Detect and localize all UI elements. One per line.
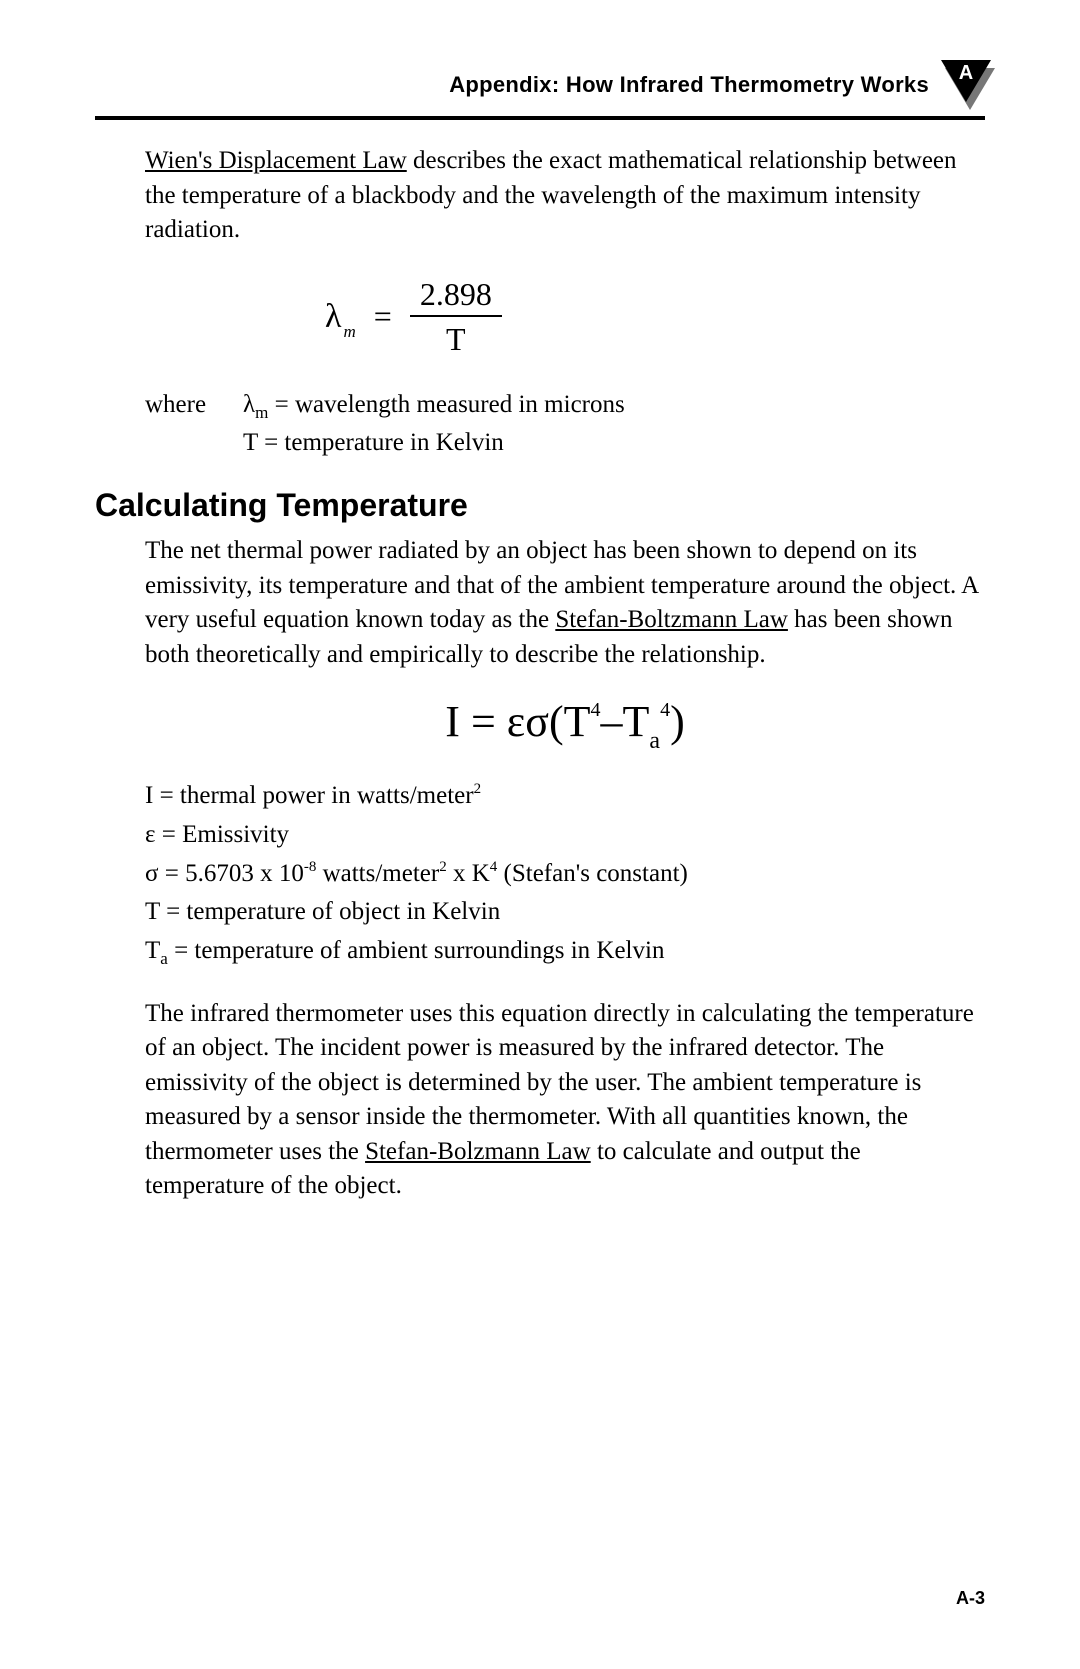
- where-label: where: [145, 386, 243, 425]
- eq2-rpar: ): [670, 697, 685, 746]
- def-sigma-sup1: -8: [304, 859, 317, 875]
- body-column: Wien's Displacement Law describes the ex…: [145, 144, 985, 1204]
- eq2-I: I: [445, 697, 460, 746]
- eq2-eq: =: [460, 697, 507, 746]
- header-title: Appendix: How Infrared Thermometry Works: [449, 72, 929, 98]
- lambda-symbol: λ: [325, 298, 342, 335]
- def-sigma-b: watts/meter: [316, 860, 439, 887]
- page-header: Appendix: How Infrared Thermometry Works…: [95, 60, 985, 116]
- eq2-sup-b: 4: [660, 699, 670, 721]
- wien-law-link: Wien's Displacement Law: [145, 147, 407, 174]
- def-Ta-sub: a: [160, 949, 168, 968]
- appendix-badge: A: [941, 60, 991, 110]
- section-heading: Calculating Temperature: [95, 487, 985, 524]
- eq2-sigma: σ: [525, 697, 549, 746]
- where-lambda: λ: [243, 391, 255, 418]
- calc-paragraph: The net thermal power radiated by an obj…: [145, 534, 985, 672]
- def-sigma-a: σ = 5.6703 x 10: [145, 860, 304, 887]
- def-T: T = temperature of object in Kelvin: [145, 893, 985, 932]
- where-definitions: where λm = wavelength measured in micron…: [145, 386, 985, 464]
- page: Appendix: How Infrared Thermometry Works…: [95, 60, 985, 1216]
- where-spacer: [145, 424, 243, 463]
- where-line2: T = temperature in Kelvin: [243, 424, 504, 463]
- stefan-law-link-2: Stefan-Bolzmann Law: [365, 1138, 591, 1165]
- def-sigma: σ = 5.6703 x 10-8 watts/meter2 x K4 (Ste…: [145, 855, 985, 894]
- def-Ta-rest: = temperature of ambient surroundings in…: [168, 937, 665, 964]
- eq2-eps: ε: [507, 697, 525, 746]
- page-number: A-3: [956, 1588, 985, 1609]
- eq2-lpar: (: [549, 697, 564, 746]
- def-Ta: Ta = temperature of ambient surroundings…: [145, 932, 985, 971]
- variable-definitions: I = thermal power in watts/meter2 ε = Em…: [145, 777, 985, 971]
- lambda-subscript: m: [344, 322, 356, 341]
- def-sigma-d: (Stefan's constant): [497, 860, 688, 887]
- eq1-denominator: T: [446, 317, 466, 358]
- eq2-sup-a: 4: [591, 699, 601, 721]
- def-I: I = thermal power in watts/meter2: [145, 777, 985, 816]
- stefan-boltzmann-equation: I = εσ(T4–Ta4): [145, 696, 985, 747]
- where-lambda-sub: m: [255, 403, 268, 422]
- badge-letter: A: [941, 62, 991, 85]
- header-rule: [95, 116, 985, 120]
- def-sigma-c: x K: [447, 860, 490, 887]
- def-I-sup: 2: [474, 781, 482, 797]
- eq2-Ta-sub: a: [649, 728, 660, 754]
- wien-equation: λm = 2.898 T: [325, 276, 985, 358]
- def-sigma-sup3: 4: [490, 859, 498, 875]
- eq2-T: T: [564, 697, 591, 746]
- def-sigma-sup2: 2: [439, 859, 447, 875]
- eq1-equals: =: [374, 298, 392, 335]
- eq1-numerator: 2.898: [410, 276, 502, 317]
- eq1-lhs: λm: [325, 298, 356, 336]
- def-eps: ε = Emissivity: [145, 816, 985, 855]
- where-line1-rest: = wavelength measured in microns: [268, 391, 624, 418]
- intro-paragraph: Wien's Displacement Law describes the ex…: [145, 144, 985, 248]
- eq1-fraction: 2.898 T: [410, 276, 502, 358]
- final-paragraph: The infrared thermometer uses this equat…: [145, 997, 985, 1204]
- eq2-minus: –: [601, 697, 623, 746]
- def-I-text: I = thermal power in watts/meter: [145, 782, 474, 809]
- def-Ta-T: T: [145, 937, 160, 964]
- where-line1: λm = wavelength measured in microns: [243, 386, 625, 425]
- eq2-Ta-T: T: [623, 697, 650, 746]
- stefan-law-link-1: Stefan-Boltzmann Law: [555, 606, 788, 633]
